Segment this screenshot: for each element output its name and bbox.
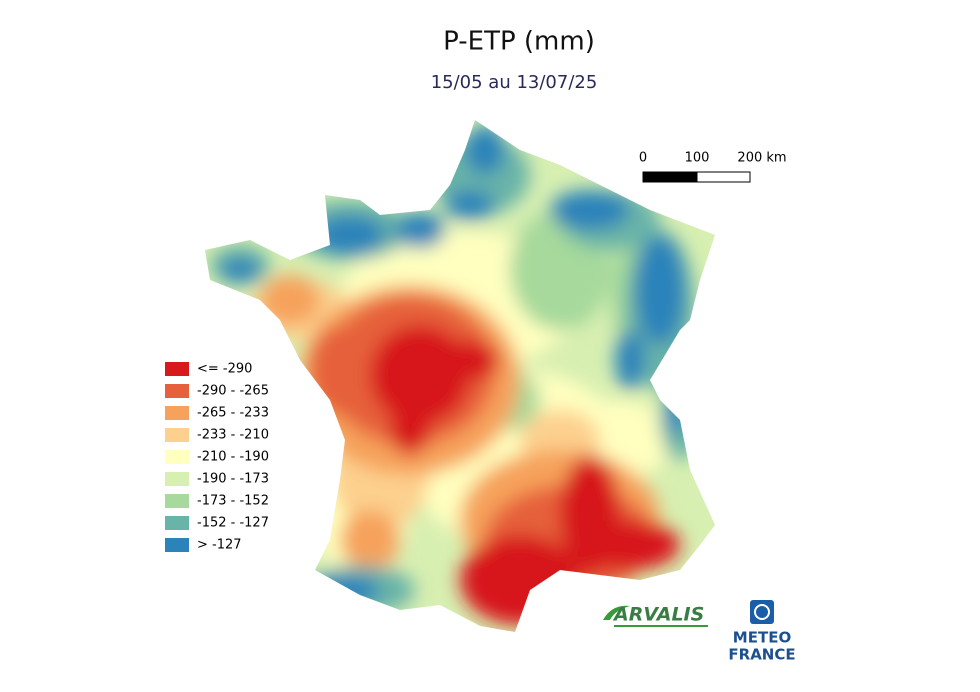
legend-label: <= -290 [197,362,252,377]
map-zone [665,395,685,435]
map [205,120,715,632]
legend: <= -290 -290 - -265 -265 - -233 -233 - -210… [165,362,269,553]
map-zone [580,520,680,570]
map-zone [465,125,505,175]
logo-icon [754,604,770,620]
legend-label: -190 - -173 [197,472,269,487]
map-zone [460,535,580,625]
logo-text: METEO [733,629,791,647]
logo-text: FRANCE [728,646,795,664]
map-zone [395,212,445,248]
legend-label: -233 - -210 [197,428,269,443]
map-zone [310,575,380,605]
map-zone [260,275,320,325]
legend-label: -290 - -265 [197,384,269,399]
scale-segment [696,171,751,183]
legend-swatch [165,406,189,420]
legend-label: -210 - -190 [197,450,269,465]
logo-text: ARVALIS [612,604,704,626]
map-zone [315,215,385,255]
map-zone [550,190,630,230]
map-zone [445,190,495,220]
map-zone [340,510,400,570]
scale-label: 100 [685,151,710,166]
logo-leaf [603,605,630,620]
legend-label: > -127 [197,538,242,553]
map-zone [390,405,430,455]
map-zone [310,325,370,415]
legend-swatch [165,538,189,552]
logo-icon [750,600,774,624]
legend-swatch [165,516,189,530]
scale-label: 200 km [737,151,786,166]
subtitle: 15/05 au 13/07/25 [431,72,598,93]
title: P-ETP (mm) [443,27,595,57]
legend-swatch [165,472,189,486]
map-zone [615,330,645,390]
legend-label: -265 - -233 [197,406,269,421]
map-zone [220,258,260,282]
map-zone [635,235,685,345]
scale-bar: 0 100 200 km [639,151,787,183]
legend-label: -173 - -152 [197,494,269,509]
map-zones [210,125,700,625]
scale-segment [642,171,698,183]
map-zone [440,340,500,380]
legend-swatch [165,384,189,398]
arvalis-logo: ARVALIS [603,604,708,627]
scale-label: 0 [639,151,647,166]
legend-swatch [165,450,189,464]
legend-label: -152 - -127 [197,516,269,531]
meteo-france-logo: METEO FRANCE [728,600,796,664]
legend-swatch [165,362,189,376]
legend-swatch [165,494,189,508]
legend-swatch [165,428,189,442]
